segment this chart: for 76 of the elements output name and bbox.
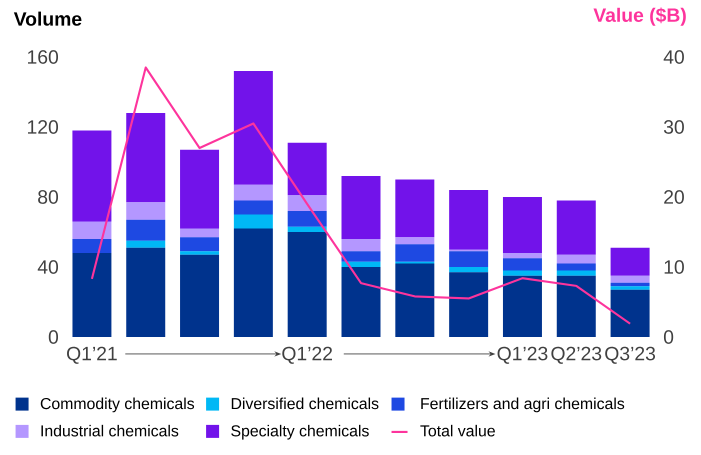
y2-tick-label: 0 (664, 330, 674, 344)
bar (288, 142, 327, 196)
bar (556, 254, 596, 264)
bar (502, 252, 542, 258)
bar (342, 262, 380, 267)
y-tick-label: 0 (48, 330, 58, 344)
bar (234, 214, 273, 228)
bar (556, 200, 596, 255)
y2-tick-label: 40 (664, 50, 684, 64)
bar (395, 263, 434, 337)
legend-label: Specialty chemicals (231, 424, 369, 440)
y2-tick-label: 10 (664, 260, 684, 274)
bar (234, 184, 273, 200)
y-tick-label: 160 (28, 50, 58, 64)
y-tick-label: 80 (38, 190, 58, 204)
bar (342, 266, 380, 337)
legend-label: Total value (420, 424, 495, 436)
bar (502, 196, 542, 253)
bar (502, 258, 542, 270)
bar (72, 130, 112, 222)
bar (126, 240, 166, 248)
bar (234, 70, 273, 185)
bar (395, 179, 434, 238)
bar (449, 272, 488, 337)
bar (610, 248, 650, 276)
bar (288, 195, 327, 211)
bar (556, 276, 596, 337)
bar (610, 276, 650, 283)
legend-label: Fertilizers and agri chemicals (421, 398, 624, 412)
y2-axis-title: Value ($B) (593, 7, 686, 26)
bar (72, 252, 112, 337)
y-axis-title: Volume (14, 12, 82, 26)
y2-tick-label: 30 (664, 120, 684, 134)
bar (342, 251, 380, 262)
bar (610, 282, 650, 286)
bar (126, 202, 166, 220)
bar (288, 226, 327, 232)
bar (610, 290, 650, 337)
bar (449, 190, 488, 250)
bar (126, 248, 166, 337)
bar (234, 200, 273, 214)
bar (72, 221, 112, 239)
bar (395, 244, 434, 262)
bar (502, 270, 542, 276)
bar (395, 237, 434, 244)
bar (288, 210, 327, 227)
bar (180, 251, 220, 255)
legend-label: Industrial chemicals (41, 424, 178, 436)
legend-label: Commodity chemicals (40, 398, 194, 412)
bar (126, 112, 166, 202)
bar (342, 176, 380, 239)
bar (449, 251, 488, 267)
bar (556, 270, 596, 276)
bar (180, 237, 220, 252)
bar (234, 228, 273, 337)
x-tick-label: Q3’23 (605, 346, 656, 364)
bar (180, 254, 220, 337)
bar (288, 232, 327, 337)
x-tick-label: Q2’23 (551, 346, 602, 364)
y-tick-label: 120 (28, 120, 58, 134)
line-series (90, 66, 632, 325)
bar (556, 263, 596, 270)
bar (126, 220, 166, 241)
bar (180, 228, 220, 238)
legend-label: Diversified chemicals (232, 398, 378, 410)
bar (610, 286, 650, 290)
x-tick-label: Q1’23 (498, 346, 548, 364)
bar (72, 238, 112, 253)
x-tick-label: Q1’21 (67, 346, 117, 364)
y-tick-label: 40 (38, 260, 58, 274)
bar (342, 238, 380, 252)
bar (180, 150, 220, 228)
x-tick-label: Q1’22 (282, 346, 332, 364)
bar (502, 276, 542, 337)
bar (449, 266, 488, 272)
y2-tick-label: 20 (664, 190, 684, 204)
